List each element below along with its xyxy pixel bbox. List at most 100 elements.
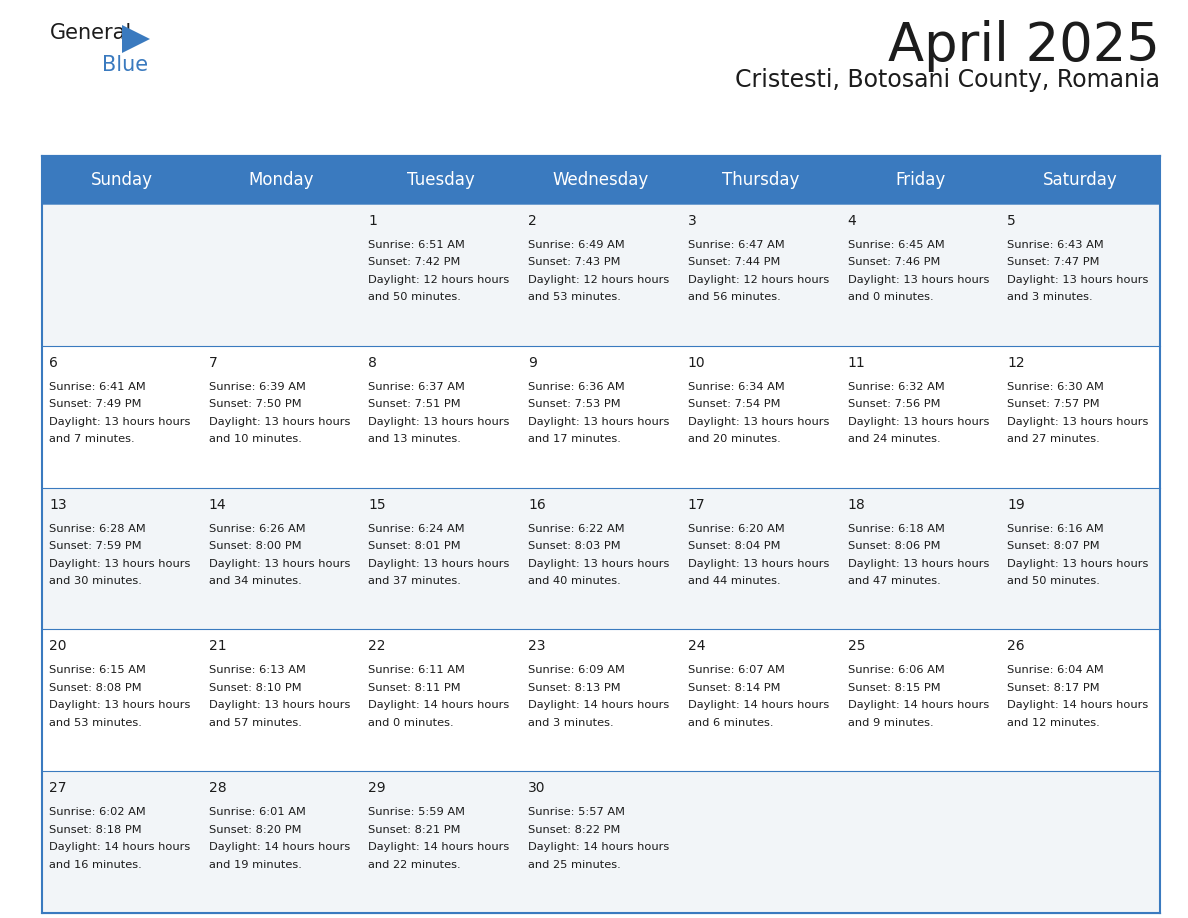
Text: Daylight: 14 hours hours: Daylight: 14 hours hours (49, 842, 190, 852)
Text: 8: 8 (368, 356, 378, 370)
Text: Daylight: 14 hours hours: Daylight: 14 hours hours (847, 700, 988, 711)
Text: Daylight: 13 hours hours: Daylight: 13 hours hours (1007, 558, 1149, 568)
Text: Daylight: 13 hours hours: Daylight: 13 hours hours (209, 700, 350, 711)
Text: Sunset: 8:08 PM: Sunset: 8:08 PM (49, 683, 141, 693)
Bar (42, 204, 1159, 346)
Text: 1: 1 (368, 214, 378, 228)
Text: Sunday: Sunday (90, 171, 153, 189)
Text: Sunset: 8:00 PM: Sunset: 8:00 PM (209, 541, 302, 551)
Text: 23: 23 (529, 640, 545, 654)
Text: and 40 minutes.: and 40 minutes. (529, 577, 621, 586)
Text: 11: 11 (847, 356, 865, 370)
Text: Sunrise: 6:06 AM: Sunrise: 6:06 AM (847, 666, 944, 676)
Text: Sunrise: 6:15 AM: Sunrise: 6:15 AM (49, 666, 146, 676)
Text: Sunset: 8:22 PM: Sunset: 8:22 PM (529, 824, 620, 834)
Text: and 3 minutes.: and 3 minutes. (529, 718, 614, 728)
Text: Sunrise: 6:11 AM: Sunrise: 6:11 AM (368, 666, 466, 676)
Text: Sunset: 7:54 PM: Sunset: 7:54 PM (688, 399, 781, 409)
Text: Daylight: 13 hours hours: Daylight: 13 hours hours (49, 417, 190, 427)
Text: Tuesday: Tuesday (407, 171, 475, 189)
Text: Sunset: 8:03 PM: Sunset: 8:03 PM (529, 541, 621, 551)
Text: Daylight: 13 hours hours: Daylight: 13 hours hours (1007, 417, 1149, 427)
Text: and 6 minutes.: and 6 minutes. (688, 718, 773, 728)
Text: Sunrise: 6:39 AM: Sunrise: 6:39 AM (209, 382, 305, 392)
Text: Sunset: 8:01 PM: Sunset: 8:01 PM (368, 541, 461, 551)
Text: Sunrise: 6:01 AM: Sunrise: 6:01 AM (209, 807, 305, 817)
Text: Daylight: 12 hours hours: Daylight: 12 hours hours (529, 275, 669, 285)
Text: Sunset: 8:06 PM: Sunset: 8:06 PM (847, 541, 940, 551)
Text: 3: 3 (688, 214, 696, 228)
Text: 26: 26 (1007, 640, 1025, 654)
Text: Sunrise: 6:32 AM: Sunrise: 6:32 AM (847, 382, 944, 392)
Text: Sunrise: 6:47 AM: Sunrise: 6:47 AM (688, 240, 784, 250)
Text: Daylight: 13 hours hours: Daylight: 13 hours hours (368, 558, 510, 568)
Text: Sunset: 8:11 PM: Sunset: 8:11 PM (368, 683, 461, 693)
Text: Sunset: 7:44 PM: Sunset: 7:44 PM (688, 258, 781, 267)
Text: Daylight: 13 hours hours: Daylight: 13 hours hours (49, 558, 190, 568)
Text: Sunset: 8:07 PM: Sunset: 8:07 PM (1007, 541, 1100, 551)
Text: Sunrise: 6:07 AM: Sunrise: 6:07 AM (688, 666, 785, 676)
Text: and 9 minutes.: and 9 minutes. (847, 718, 934, 728)
Text: Sunset: 8:14 PM: Sunset: 8:14 PM (688, 683, 781, 693)
Text: Sunrise: 6:37 AM: Sunrise: 6:37 AM (368, 382, 466, 392)
Text: Sunrise: 6:13 AM: Sunrise: 6:13 AM (209, 666, 305, 676)
Text: Sunset: 8:18 PM: Sunset: 8:18 PM (49, 824, 141, 834)
Text: Daylight: 14 hours hours: Daylight: 14 hours hours (529, 700, 669, 711)
Text: Sunrise: 6:49 AM: Sunrise: 6:49 AM (529, 240, 625, 250)
Text: Daylight: 13 hours hours: Daylight: 13 hours hours (49, 700, 190, 711)
Text: Blue: Blue (102, 55, 148, 75)
Text: Sunrise: 6:04 AM: Sunrise: 6:04 AM (1007, 666, 1104, 676)
Text: Cristesti, Botosani County, Romania: Cristesti, Botosani County, Romania (735, 68, 1159, 92)
Text: Daylight: 13 hours hours: Daylight: 13 hours hours (688, 558, 829, 568)
Text: 20: 20 (49, 640, 67, 654)
Text: Sunset: 8:20 PM: Sunset: 8:20 PM (209, 824, 302, 834)
Text: Daylight: 14 hours hours: Daylight: 14 hours hours (529, 842, 669, 852)
Bar (42, 630, 1159, 771)
Text: Sunset: 8:17 PM: Sunset: 8:17 PM (1007, 683, 1100, 693)
Text: and 7 minutes.: and 7 minutes. (49, 434, 134, 444)
Text: Sunrise: 6:34 AM: Sunrise: 6:34 AM (688, 382, 784, 392)
Text: Daylight: 14 hours hours: Daylight: 14 hours hours (368, 842, 510, 852)
Text: Sunset: 7:59 PM: Sunset: 7:59 PM (49, 541, 141, 551)
Text: Daylight: 13 hours hours: Daylight: 13 hours hours (847, 275, 988, 285)
Text: 16: 16 (529, 498, 546, 511)
Text: and 37 minutes.: and 37 minutes. (368, 577, 461, 586)
Text: Sunrise: 5:57 AM: Sunrise: 5:57 AM (529, 807, 625, 817)
Text: 15: 15 (368, 498, 386, 511)
Text: Wednesday: Wednesday (552, 171, 649, 189)
Text: and 53 minutes.: and 53 minutes. (49, 718, 141, 728)
Text: 25: 25 (847, 640, 865, 654)
Text: and 50 minutes.: and 50 minutes. (1007, 577, 1100, 586)
Text: and 44 minutes.: and 44 minutes. (688, 577, 781, 586)
Text: Daylight: 13 hours hours: Daylight: 13 hours hours (529, 417, 670, 427)
Text: and 19 minutes.: and 19 minutes. (209, 859, 302, 869)
Text: Sunset: 7:46 PM: Sunset: 7:46 PM (847, 258, 940, 267)
Text: Monday: Monday (248, 171, 315, 189)
Text: 28: 28 (209, 781, 227, 795)
Bar (42, 346, 1159, 487)
Text: Sunset: 8:04 PM: Sunset: 8:04 PM (688, 541, 781, 551)
Text: and 0 minutes.: and 0 minutes. (368, 718, 454, 728)
Text: Daylight: 14 hours hours: Daylight: 14 hours hours (688, 700, 829, 711)
Text: Friday: Friday (896, 171, 946, 189)
Text: 7: 7 (209, 356, 217, 370)
Text: Sunset: 7:47 PM: Sunset: 7:47 PM (1007, 258, 1100, 267)
Text: April 2025: April 2025 (889, 20, 1159, 72)
Text: 10: 10 (688, 356, 706, 370)
Text: Daylight: 12 hours hours: Daylight: 12 hours hours (688, 275, 829, 285)
Text: Sunrise: 6:51 AM: Sunrise: 6:51 AM (368, 240, 466, 250)
Text: Sunrise: 6:43 AM: Sunrise: 6:43 AM (1007, 240, 1104, 250)
Text: 17: 17 (688, 498, 706, 511)
Text: Daylight: 14 hours hours: Daylight: 14 hours hours (209, 842, 350, 852)
Text: and 17 minutes.: and 17 minutes. (529, 434, 621, 444)
Text: and 13 minutes.: and 13 minutes. (368, 434, 461, 444)
Bar (42, 487, 1159, 630)
Text: Sunset: 7:53 PM: Sunset: 7:53 PM (529, 399, 621, 409)
Text: and 25 minutes.: and 25 minutes. (529, 859, 621, 869)
Text: and 10 minutes.: and 10 minutes. (209, 434, 302, 444)
Text: Sunrise: 5:59 AM: Sunrise: 5:59 AM (368, 807, 466, 817)
Text: Sunset: 8:10 PM: Sunset: 8:10 PM (209, 683, 302, 693)
Text: and 53 minutes.: and 53 minutes. (529, 293, 621, 303)
Text: and 57 minutes.: and 57 minutes. (209, 718, 302, 728)
Text: Saturday: Saturday (1043, 171, 1118, 189)
